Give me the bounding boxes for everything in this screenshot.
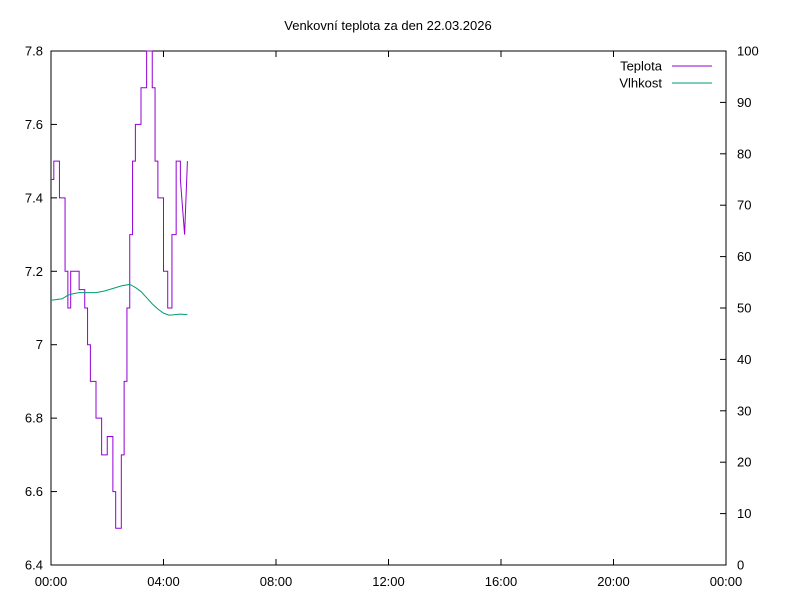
y2-tick-label: 100 [737,44,759,59]
legend-label: Teplota [620,59,663,74]
legend: Teplota Vlhkost [619,59,712,91]
y2-tick-label: 30 [737,403,751,418]
y1-tick-label: 6.6 [25,484,43,499]
y2-tick-label: 20 [737,455,751,470]
y2-tick-label: 70 [737,198,751,213]
x-tick-label: 04:00 [147,574,180,589]
y1-tick-label: 7.4 [25,190,43,205]
y2-tick-label: 0 [737,558,744,573]
plot-border [50,50,727,566]
x-tick-label: 00:00 [710,574,743,589]
x-tick-label: 12:00 [372,574,405,589]
y2-tick-label: 40 [737,352,751,367]
y1-tick-label: 7.8 [25,44,43,59]
x-tick-label: 16:00 [485,574,518,589]
chart-title: Venkovní teplota za den 22.03.2026 [284,18,491,33]
x-tick-label: 00:00 [35,574,68,589]
x-tick-label: 08:00 [260,574,293,589]
x-tick-label: 20:00 [597,574,630,589]
y1-tick-label: 6.4 [25,558,43,573]
y1-tick-label: 6.8 [25,411,43,426]
y2-tick-label: 80 [737,146,751,161]
y1-tick-label: 7.2 [25,264,43,279]
series-layer [50,50,188,529]
series-line-vlhkost [50,283,188,316]
y2-tick-label: 90 [737,95,751,110]
y2-tick-label: 60 [737,249,751,264]
y1-tick-label: 7.6 [25,117,43,132]
x-axis: 00:00 04:00 08:00 12:00 16:00 20:00 00:00 [35,51,743,589]
series-line-teplota [51,50,188,529]
legend-label: Vlhkost [619,76,662,91]
y1-axis-temperature: 6.4 6.6 6.8 7 7.2 7.4 7.6 7.8 [25,44,57,573]
y1-tick-label: 7 [36,337,43,352]
y2-tick-label: 10 [737,506,751,521]
y2-axis-humidity: 0 10 20 30 40 50 60 70 80 90 100 [720,44,759,573]
y2-tick-label: 50 [737,301,751,316]
